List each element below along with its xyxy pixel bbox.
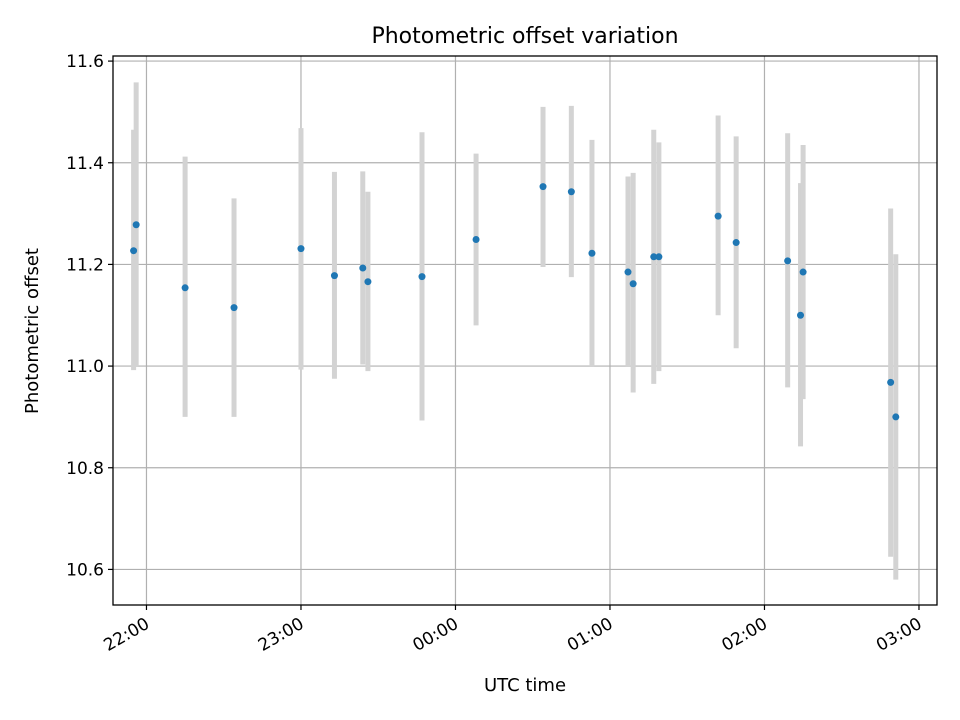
data-point: [650, 253, 658, 261]
y-tick-label: 11.6: [66, 52, 104, 72]
data-point: [130, 247, 138, 255]
data-point: [588, 249, 596, 257]
y-tick-label: 10.6: [66, 560, 104, 580]
y-tick-label: 11.4: [66, 154, 104, 174]
data-points: [130, 183, 900, 421]
chart-title: Photometric offset variation: [371, 24, 678, 49]
data-point: [624, 268, 632, 276]
data-point: [364, 278, 372, 286]
y-axis-ticks: 10.6 10.8 11.0 11.2 11.4 11.6: [66, 52, 113, 580]
x-axis-label: UTC time: [484, 675, 566, 696]
data-point: [230, 304, 238, 312]
data-point: [784, 257, 792, 265]
y-tick-label: 11.2: [66, 255, 104, 275]
data-point: [714, 212, 722, 220]
data-point: [330, 272, 338, 280]
data-point: [132, 221, 140, 229]
data-point: [629, 280, 637, 288]
data-point: [655, 253, 663, 261]
y-tick-label: 11.0: [66, 357, 104, 377]
data-point: [359, 264, 367, 272]
plot-frame: [112, 55, 938, 606]
data-point: [539, 183, 547, 191]
y-axis-label: Photometric offset: [22, 248, 43, 414]
data-point: [797, 311, 805, 319]
data-point: [887, 378, 895, 386]
data-point: [181, 284, 189, 292]
data-point: [418, 273, 426, 281]
y-tick-label: 10.8: [66, 459, 104, 479]
data-point: [732, 239, 740, 247]
data-point: [892, 413, 900, 421]
data-point: [567, 188, 575, 196]
data-point: [799, 268, 807, 276]
data-point: [472, 236, 480, 244]
data-point: [297, 245, 305, 253]
